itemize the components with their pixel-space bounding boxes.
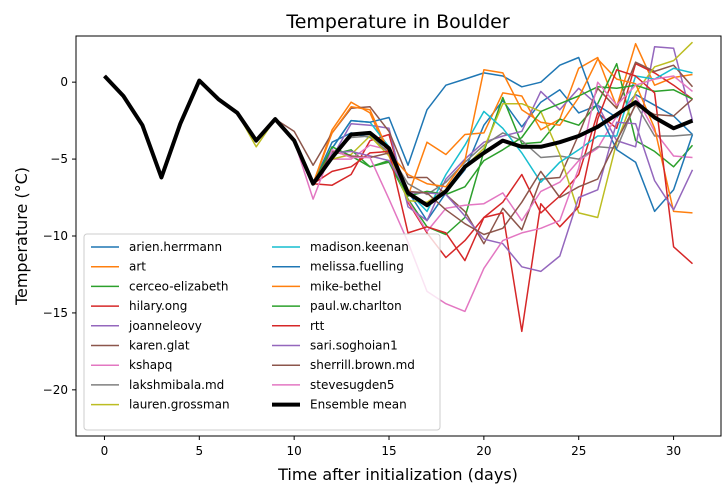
legend-label-paul-w-charlton: paul.w.charlton <box>310 299 402 313</box>
legend-label-stevesugden5: stevesugden5 <box>310 378 395 392</box>
legend-label-sherrill-brown-md: sherrill.brown.md <box>310 358 415 372</box>
x-tick-label: 15 <box>381 444 396 458</box>
y-tick-label: −15 <box>43 306 68 320</box>
x-tick-label: 25 <box>571 444 586 458</box>
y-tick-label: −10 <box>43 229 68 243</box>
legend-label-sari-soghoian1: sari.soghoian1 <box>310 339 398 353</box>
x-tick-label: 0 <box>101 444 109 458</box>
legend-label-joanneleovy: joanneleovy <box>128 319 202 333</box>
legend-label-art: art <box>129 260 146 274</box>
series-line-ensemble-mean <box>103 74 694 208</box>
x-tick-label: 5 <box>195 444 203 458</box>
legend: arien.herrmann art cerceo-elizabeth hilary.… <box>83 233 441 431</box>
y-tick-label: −20 <box>43 383 68 397</box>
y-axis-ticks: −20 −15 −10 −5 0 <box>43 75 76 397</box>
legend-label-mike-bethel: mike-bethel <box>310 279 381 293</box>
legend-label-madison-keenan: madison.keenan <box>310 240 409 254</box>
y-axis-label: Temperature (°C) <box>12 167 31 306</box>
legend-label-rtt: rtt <box>310 319 325 333</box>
legend-label-lakshmibala-md: lakshmibala.md <box>129 378 224 392</box>
x-tick-label: 20 <box>476 444 491 458</box>
legend-label-lauren-grossman: lauren.grossman <box>129 398 230 412</box>
series-lines <box>103 41 694 333</box>
legend-label-karen-glat: karen.glat <box>129 339 190 353</box>
legend-label-cerceo-elizabeth: cerceo-elizabeth <box>129 279 229 293</box>
y-tick-label: −5 <box>50 152 68 166</box>
legend-box <box>83 233 441 431</box>
x-tick-label: 10 <box>287 444 302 458</box>
legend-label-kshapq: kshapq <box>129 358 172 372</box>
y-tick-label: 0 <box>60 75 68 89</box>
legend-label-arien-herrmann: arien.herrmann <box>129 240 222 254</box>
x-axis-label: Time after initialization (days) <box>277 465 518 484</box>
x-axis-ticks: 0 5 10 15 20 25 30 <box>101 436 681 458</box>
x-tick-label: 30 <box>666 444 681 458</box>
legend-label-ensemble-mean: Ensemble mean <box>310 398 407 412</box>
chart-title: Temperature in Boulder <box>285 11 509 33</box>
legend-label-hilary-ong: hilary.ong <box>129 299 187 313</box>
legend-label-melissa-fuelling: melissa.fuelling <box>310 260 404 274</box>
